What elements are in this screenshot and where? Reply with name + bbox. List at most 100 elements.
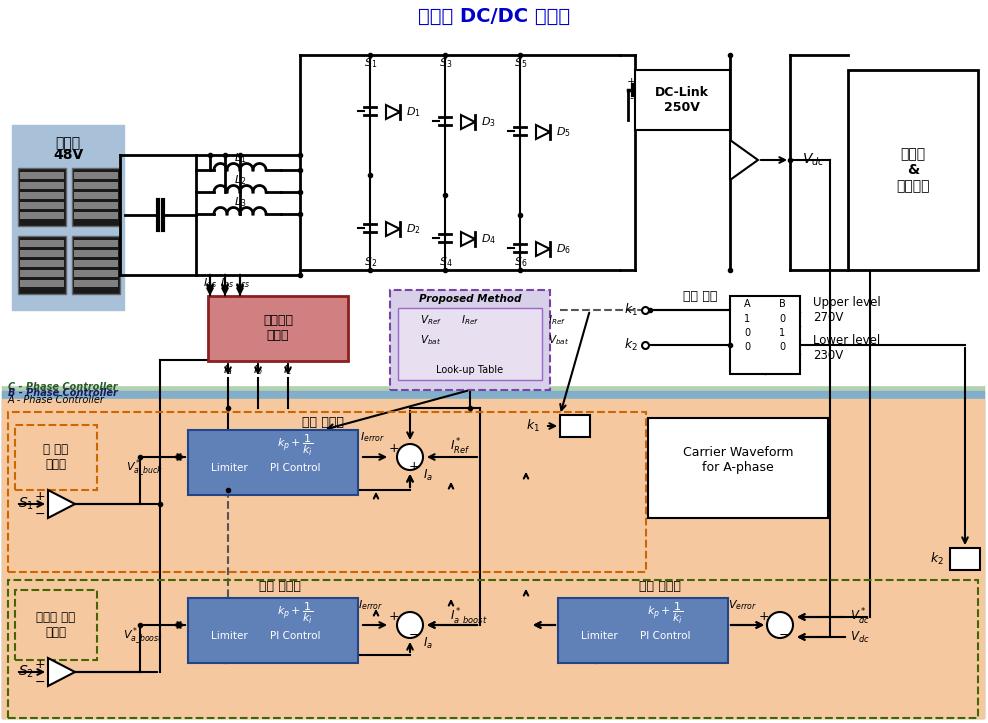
Text: Lower level
230V: Lower level 230V — [813, 334, 880, 362]
Text: $k_2$: $k_2$ — [624, 337, 638, 353]
Bar — [72, 236, 120, 294]
Text: 평균전류
검출기: 평균전류 검출기 — [263, 314, 293, 342]
Text: $I_a$: $I_a$ — [423, 636, 433, 651]
Text: $k_p+\dfrac{1}{k_i}$: $k_p+\dfrac{1}{k_i}$ — [277, 432, 313, 458]
Text: 전류 제어기: 전류 제어기 — [302, 416, 344, 429]
Bar — [20, 240, 64, 247]
Bar — [18, 236, 66, 294]
Circle shape — [767, 612, 793, 638]
Bar — [2, 391, 984, 718]
Text: $k_p+\dfrac{1}{k_i}$: $k_p+\dfrac{1}{k_i}$ — [277, 600, 313, 625]
Text: 양방향 DC/DC 컨버터: 양방향 DC/DC 컨버터 — [418, 7, 570, 25]
Bar — [74, 182, 118, 189]
Text: $V^*_{a\_boost}$: $V^*_{a\_boost}$ — [123, 625, 163, 646]
Bar — [74, 260, 118, 267]
Text: $S_5$: $S_5$ — [515, 56, 528, 70]
Text: $V^*_{a\_buck}$: $V^*_{a\_buck}$ — [125, 458, 163, 479]
Text: $L_2$: $L_2$ — [234, 173, 246, 187]
Bar — [74, 240, 118, 247]
Polygon shape — [48, 658, 75, 686]
Text: $I_{error}$: $I_{error}$ — [361, 430, 385, 444]
Text: 1: 1 — [744, 314, 750, 324]
Text: $k_1$: $k_1$ — [624, 302, 638, 318]
Bar — [208, 296, 348, 361]
Bar — [74, 250, 118, 257]
Text: PI Control: PI Control — [270, 463, 320, 473]
Text: $I_c$: $I_c$ — [284, 363, 292, 377]
Bar — [560, 415, 590, 437]
Text: 0: 0 — [744, 342, 750, 352]
Text: Carrier Waveform
for A-phase: Carrier Waveform for A-phase — [683, 446, 793, 474]
Text: $S_1$: $S_1$ — [365, 56, 377, 70]
Polygon shape — [48, 490, 75, 518]
Text: $I_{Ref}$: $I_{Ref}$ — [548, 313, 566, 327]
Text: $I^*_{Ref}$: $I^*_{Ref}$ — [450, 437, 470, 457]
Bar — [188, 430, 358, 495]
Text: $I_a$: $I_a$ — [223, 363, 233, 377]
Bar — [20, 270, 64, 277]
Bar — [188, 598, 358, 663]
Bar — [20, 260, 64, 267]
Text: 모드 제어: 모드 제어 — [683, 289, 717, 302]
Text: +: + — [388, 442, 399, 455]
Text: $I_{error}$: $I_{error}$ — [359, 598, 383, 612]
Text: +: + — [626, 77, 635, 87]
Text: $V_{Ref}$: $V_{Ref}$ — [420, 313, 442, 327]
Text: $S_6$: $S_6$ — [515, 255, 528, 269]
Bar — [20, 182, 64, 189]
Bar — [15, 425, 97, 490]
Text: 0: 0 — [744, 328, 750, 338]
Bar — [2, 385, 984, 718]
Text: $k_p+\dfrac{1}{k_i}$: $k_p+\dfrac{1}{k_i}$ — [647, 600, 683, 625]
Text: $S_2$: $S_2$ — [18, 664, 34, 680]
Bar — [8, 412, 646, 572]
Text: 인버터
&
동력모터: 인버터 & 동력모터 — [896, 147, 930, 193]
Text: $D_2$: $D_2$ — [406, 222, 421, 236]
Text: 전류 제어기: 전류 제어기 — [259, 580, 301, 593]
Text: 0: 0 — [779, 314, 785, 324]
Text: $I_b$: $I_b$ — [253, 363, 263, 377]
Text: +: + — [759, 610, 770, 623]
Bar — [74, 212, 118, 219]
Text: $S_1$: $S_1$ — [18, 496, 34, 512]
Bar — [950, 548, 980, 570]
Text: PI Control: PI Control — [640, 631, 691, 641]
Text: $S_2$: $S_2$ — [365, 255, 377, 269]
Bar — [730, 296, 800, 374]
Text: +: + — [35, 657, 45, 670]
Bar — [20, 172, 64, 179]
Text: $V_{dc}$: $V_{dc}$ — [850, 630, 869, 644]
Bar — [12, 125, 124, 310]
Text: +: + — [35, 489, 45, 502]
Text: $V^*_{dc}$: $V^*_{dc}$ — [850, 607, 869, 627]
Polygon shape — [536, 242, 550, 256]
Text: A: A — [744, 299, 750, 309]
Text: $I_{cs}$: $I_{cs}$ — [237, 276, 251, 290]
Text: +: + — [409, 461, 419, 474]
Bar — [72, 168, 120, 226]
Bar — [390, 290, 550, 390]
Text: $D_6$: $D_6$ — [556, 242, 571, 256]
Text: Upper level
270V: Upper level 270V — [813, 296, 880, 324]
Text: Look-up Table: Look-up Table — [437, 365, 504, 375]
Text: Limiter: Limiter — [581, 631, 618, 641]
Text: $D_1$: $D_1$ — [406, 105, 421, 119]
Text: $k_2$: $k_2$ — [930, 551, 944, 567]
Text: $V_{bat}$: $V_{bat}$ — [420, 333, 442, 347]
Text: B: B — [779, 299, 785, 309]
Text: PI Control: PI Control — [270, 631, 320, 641]
Text: −: − — [35, 508, 45, 521]
Text: $I_{as}$: $I_{as}$ — [204, 276, 217, 290]
Bar — [20, 280, 64, 287]
Bar — [74, 192, 118, 199]
Text: 전압 제어기: 전압 제어기 — [639, 580, 681, 593]
Bar — [2, 399, 984, 718]
Text: C - Phase Controller: C - Phase Controller — [8, 382, 118, 392]
Text: $D_4$: $D_4$ — [481, 232, 496, 246]
Text: $D_5$: $D_5$ — [556, 125, 571, 139]
Bar — [20, 250, 64, 257]
Text: $I_a$: $I_a$ — [423, 468, 433, 482]
Bar — [20, 192, 64, 199]
Circle shape — [397, 612, 423, 638]
Text: −: − — [35, 675, 45, 688]
